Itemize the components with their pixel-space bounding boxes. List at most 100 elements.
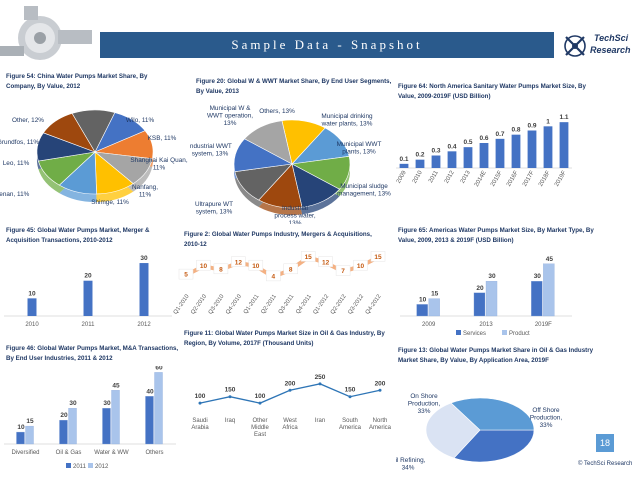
fig64-bar bbox=[447, 151, 457, 168]
fig2-value: 7 bbox=[341, 268, 345, 275]
fig20-label: Municipal sludge management, 13% bbox=[337, 183, 391, 198]
fig64-value: 0.9 bbox=[527, 123, 536, 130]
fig45-bar bbox=[27, 298, 37, 316]
fig20-label: Municipal drinking water plants, 13% bbox=[321, 113, 373, 128]
fig13-title: Figure 13: Global Water Pumps Market Sha… bbox=[398, 347, 594, 364]
title-band bbox=[100, 32, 554, 58]
fig64-tick: 2010 bbox=[412, 169, 424, 184]
fig2-tick: Q1-2012 bbox=[312, 294, 330, 316]
fig64-value: 0.5 bbox=[463, 139, 472, 146]
fig13-label: Oil Refining,34% bbox=[396, 457, 426, 472]
fig2-tick: Q2-2012 bbox=[330, 294, 348, 316]
fig20-label: Municipal W & WWT operation, 13% bbox=[207, 105, 253, 127]
fig20-label: Industrial WWT system, 13% bbox=[190, 143, 232, 158]
fig45-bar bbox=[139, 263, 149, 316]
fig54-label: Grundfos, 11% bbox=[0, 139, 39, 146]
fig2-value: 5 bbox=[184, 272, 188, 279]
fig2-tick: Q4-2010 bbox=[225, 294, 243, 316]
fig54-label: Nanfang, 11% bbox=[132, 184, 158, 199]
fig11-value: 100 bbox=[255, 393, 266, 400]
fig2-value: 10 bbox=[357, 263, 365, 270]
fig11-tick: North America bbox=[369, 418, 392, 431]
fig64-value: 0.8 bbox=[511, 127, 520, 134]
fig13-label: On Shore Production, 33% bbox=[408, 393, 441, 415]
fig11-value: 200 bbox=[285, 380, 296, 387]
fig45-tick: 2011 bbox=[82, 322, 96, 328]
fig2-point bbox=[196, 259, 211, 271]
fig11-tick: Iraq bbox=[225, 418, 235, 424]
fig2-point bbox=[178, 268, 194, 280]
fig2-value: 10 bbox=[252, 263, 260, 270]
fig54-label: Leo, 11% bbox=[3, 160, 30, 167]
fig11-point bbox=[378, 388, 382, 392]
fig64-tick: 2013 bbox=[460, 169, 472, 184]
fig46-bar bbox=[68, 408, 77, 445]
fig46-value: 10 bbox=[17, 424, 25, 431]
fig64-bar bbox=[431, 155, 441, 168]
fig64-chart: 0.1 2009 0.2 2010 0.3 2011 0.4 2012 0.5 2013 0.6 20… bbox=[396, 114, 572, 188]
fig20-label: Ultrapure WT system, 13% bbox=[195, 201, 233, 216]
fig2-tick: Q4-2011 bbox=[295, 294, 313, 316]
fig64-tick: 2019F bbox=[554, 170, 568, 188]
fig11-point bbox=[288, 388, 292, 392]
fig46-value: 15 bbox=[26, 418, 34, 425]
fig11-point bbox=[198, 401, 202, 405]
fig11-value: 150 bbox=[345, 387, 356, 394]
fig65-value: 20 bbox=[476, 285, 484, 292]
fig2-value: 8 bbox=[289, 266, 293, 273]
fig2-point bbox=[300, 251, 316, 262]
header: Sample Data - Snapshot TechSci Research bbox=[0, 0, 638, 66]
fig64-bar bbox=[543, 126, 553, 168]
fig13-chart: On Shore Production, 33% Off Shore Productio… bbox=[396, 393, 562, 472]
fig11-point bbox=[318, 382, 322, 386]
fig11-tick: Saudi Arabia bbox=[191, 418, 209, 431]
fig2-point bbox=[370, 251, 386, 262]
fig45-value: 10 bbox=[28, 290, 36, 297]
fig2-title: Figure 2: Global Water Pumps Industry, M… bbox=[184, 231, 372, 248]
fig54-label: Shimge, 11% bbox=[91, 199, 129, 206]
fig46-value: 20 bbox=[60, 412, 68, 419]
fig65-value: 15 bbox=[431, 291, 439, 298]
fig64-title: Figure 64: North America Sanitary Water … bbox=[398, 83, 586, 100]
fig46-tick: Water & WW bbox=[94, 450, 129, 456]
fig2-tick: Q1-2010 bbox=[173, 294, 191, 316]
fig2-value: 12 bbox=[235, 259, 243, 266]
fig45-title: Figure 45: Global Water Pumps Market, Me… bbox=[6, 227, 150, 244]
techsci-logo-icon bbox=[564, 35, 586, 57]
page-title: Sample Data - Snapshot bbox=[231, 37, 423, 52]
fig2-point bbox=[353, 259, 368, 271]
fig65-tick: 2013 bbox=[479, 322, 493, 328]
fig54-label: KSB, 11% bbox=[148, 135, 177, 142]
fig54-label: Other, 12% bbox=[12, 117, 44, 124]
fig65-bar bbox=[428, 298, 440, 317]
fig20-title: Figure 20: Global W & WWT Market Share, … bbox=[196, 78, 392, 95]
fig2-point bbox=[283, 263, 298, 275]
fig65-bar bbox=[416, 304, 428, 317]
fig11-tick: South America bbox=[339, 418, 362, 431]
copyright: © TechSci Research bbox=[578, 461, 633, 467]
fig46-value: 60 bbox=[155, 366, 163, 371]
fig11-value: 250 bbox=[315, 374, 326, 381]
fig64-value: 0.4 bbox=[447, 143, 456, 150]
fig11-point bbox=[348, 395, 352, 399]
fig64-bar bbox=[415, 159, 425, 168]
fig46-tick: Oil & Gas bbox=[56, 450, 82, 456]
fig2-tick: Q4-2012 bbox=[365, 294, 383, 316]
fig65-legend-swatch bbox=[502, 330, 507, 335]
fig46-tick: Diversified bbox=[11, 450, 39, 456]
fig45-value: 20 bbox=[84, 273, 92, 280]
fig46-legend-swatch bbox=[88, 463, 93, 468]
fig11-tick: West Africa bbox=[282, 418, 298, 431]
fig46-value: 40 bbox=[146, 388, 154, 395]
fig2-value: 12 bbox=[322, 259, 330, 266]
fig46-bar bbox=[59, 419, 68, 445]
fig64-value: 0.7 bbox=[495, 131, 504, 138]
fig20-label: Others, 13% bbox=[259, 108, 295, 115]
fig2-tick: Q2-2010 bbox=[190, 294, 208, 316]
fig2-value: 8 bbox=[219, 266, 223, 273]
fig11-point bbox=[228, 395, 232, 399]
fig65-legend-swatch bbox=[456, 330, 461, 335]
fig11-point bbox=[258, 401, 262, 405]
fig65-value: 30 bbox=[488, 273, 496, 280]
